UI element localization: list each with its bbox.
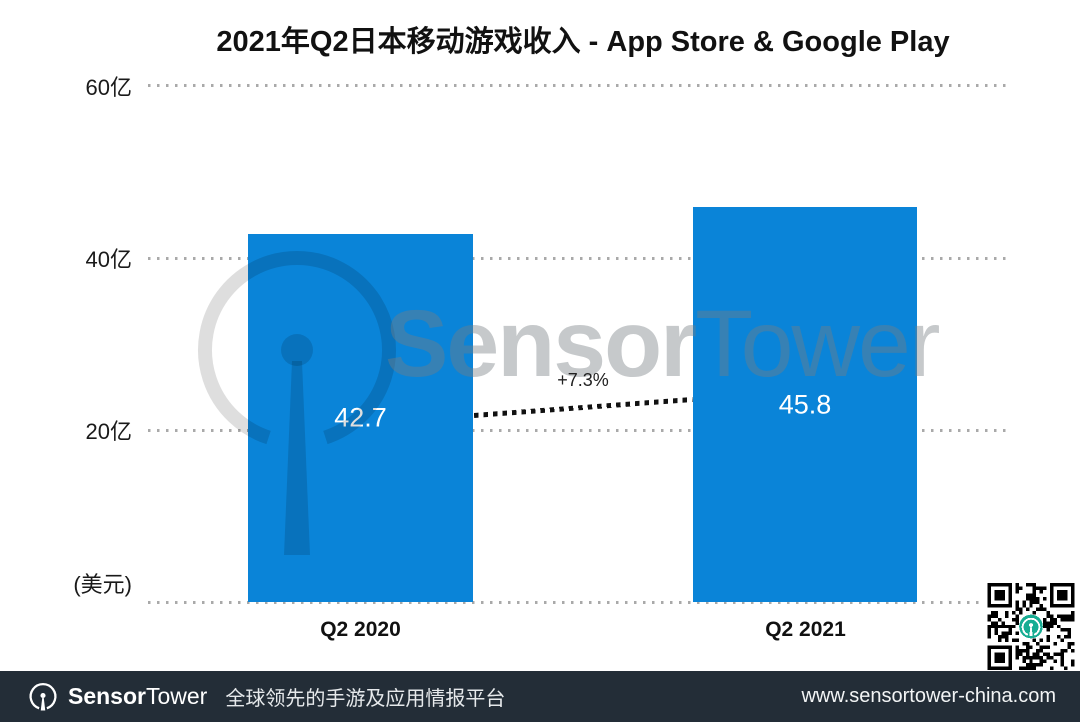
footer-brand: SensorTower	[68, 683, 207, 710]
footer-tagline: 全球领先的手游及应用情报平台	[225, 688, 506, 710]
footer-url[interactable]: www.sensortower-china.com	[801, 685, 1056, 707]
y-axis-unit-label: (美元)	[73, 572, 132, 597]
y-tick-40: 40亿	[85, 247, 132, 272]
gridline-baseline	[148, 601, 1010, 604]
growth-annotation: +7.3%	[557, 370, 609, 390]
footer-brand-bold: Sensor	[68, 683, 146, 709]
qr-code	[985, 581, 1077, 672]
y-tick-60: 60亿	[85, 75, 132, 100]
footer-brand-light: Tower	[145, 683, 208, 709]
y-tick-20: 20亿	[85, 419, 132, 444]
chart-title: 2021年Q2日本移动游戏收入 - App Store & Google Pla…	[216, 26, 950, 58]
x-tick-q2-2020: Q2 2020	[320, 618, 401, 641]
sensortower-footer-logo-icon	[29, 682, 57, 710]
x-tick-q2-2021: Q2 2021	[765, 618, 846, 641]
gridline-20	[148, 429, 1010, 432]
gridline-40	[148, 257, 1010, 260]
bar-q2-2021-value: 45.8	[778, 389, 832, 419]
gridline-60	[148, 84, 1010, 87]
bar-q2-2020: 42.7	[248, 234, 473, 602]
bar-q2-2021: 45.8	[693, 207, 917, 602]
growth-dotted-connector	[473, 396, 693, 418]
footer-bar: SensorTower 全球领先的手游及应用情报平台 www.sensortow…	[0, 671, 1080, 722]
bar-q2-2020-value: 42.7	[334, 402, 387, 433]
